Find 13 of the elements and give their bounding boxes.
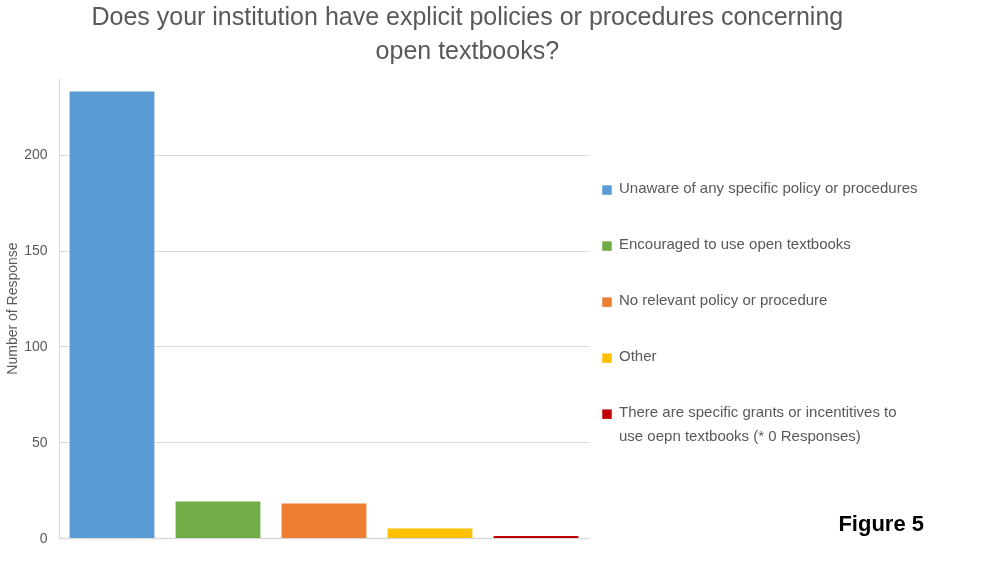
legend-label: Other xyxy=(619,347,657,365)
y-tick-label: 0 xyxy=(39,529,48,546)
legend-label: There are specific grants or incentitives to use oepn textbooks (* 0 Responses) xyxy=(619,403,897,445)
y-tick-label: 100 xyxy=(24,337,48,354)
legend-label: Unaware of any specific policy or procedures xyxy=(619,179,918,197)
y-tick-label: 150 xyxy=(24,242,48,258)
y-tick-label: 50 xyxy=(31,433,48,450)
legend-label: Encouraged to use open textbooks xyxy=(619,235,851,253)
y-tick-label: 200 xyxy=(24,146,48,163)
legend-label: No relevant policy or procedure xyxy=(619,291,828,309)
y-axis-title: Number of Response xyxy=(4,242,21,375)
chart-title: Does your institution have explicit policies or procedures concerning open textbooks? xyxy=(91,2,844,64)
caption: Figure 5 xyxy=(838,511,924,536)
